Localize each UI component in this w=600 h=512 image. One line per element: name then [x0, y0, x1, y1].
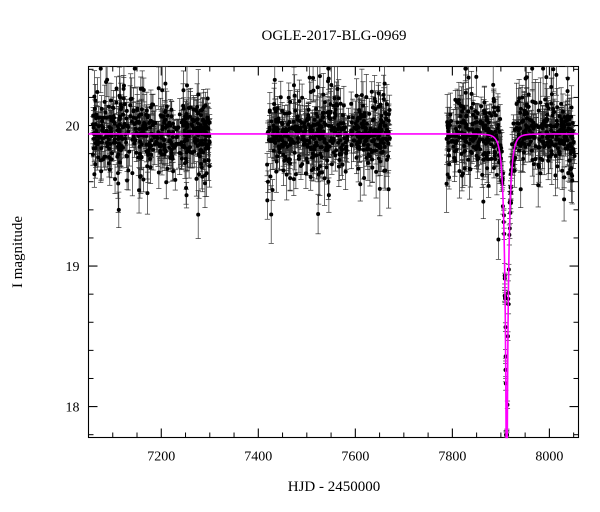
data-point — [134, 150, 139, 155]
data-point — [121, 83, 126, 88]
photometry-data-layer — [90, 66, 578, 438]
data-points — [90, 66, 577, 437]
data-point — [136, 155, 141, 160]
data-point — [175, 134, 179, 139]
data-point — [132, 141, 137, 146]
x-tick-label: 7800 — [438, 450, 466, 465]
data-point — [105, 140, 110, 145]
x-tick-label: 7600 — [341, 450, 369, 465]
data-point — [199, 165, 204, 170]
data-point — [137, 151, 142, 156]
data-point — [100, 119, 105, 124]
y-tick-label: 20 — [66, 120, 80, 135]
data-point — [184, 185, 189, 190]
y-tick-label: 19 — [66, 260, 80, 275]
data-point — [99, 146, 104, 151]
data-point — [124, 140, 129, 145]
data-point — [96, 155, 101, 160]
data-point — [183, 156, 188, 161]
data-point — [156, 86, 161, 91]
data-point — [117, 160, 122, 165]
data-point — [139, 155, 144, 160]
data-point — [121, 96, 126, 101]
data-point — [96, 124, 101, 129]
y-tick-label: 18 — [66, 401, 80, 416]
data-point — [151, 147, 156, 152]
x-tick-label: 7200 — [147, 450, 175, 465]
data-point — [92, 94, 97, 99]
x-tick-label: 8000 — [535, 450, 563, 465]
data-point — [115, 171, 120, 176]
x-axis-tick-labels: 7200 7400 7600 7800 8000 — [147, 450, 563, 465]
data-point — [181, 88, 186, 93]
data-point — [198, 123, 203, 128]
data-point — [126, 168, 131, 173]
data-point — [181, 106, 186, 111]
data-point — [205, 96, 210, 101]
chart-title: OGLE-2017-BLG-0969 — [262, 28, 407, 44]
x-tick-label: 7400 — [244, 450, 272, 465]
data-point — [207, 164, 212, 169]
data-point — [169, 107, 174, 112]
data-point — [196, 172, 201, 177]
y-axis-tick-labels: 18 19 20 — [66, 120, 80, 416]
data-point — [196, 212, 201, 217]
data-point — [118, 102, 123, 107]
